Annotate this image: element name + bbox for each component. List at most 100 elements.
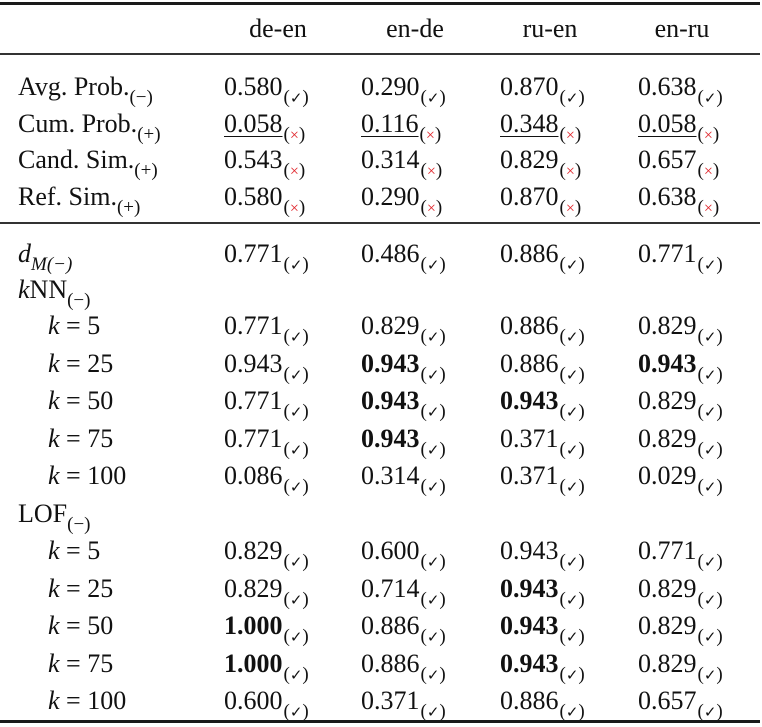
value-cell-de-en: 0.058(×) bbox=[224, 105, 305, 146]
check-glyph-icon: ✓ bbox=[703, 555, 717, 571]
score-value: 0.714 bbox=[361, 574, 420, 603]
k-parameter-label: k = 75 bbox=[48, 420, 113, 457]
check-mark-icon: (✓) bbox=[559, 664, 585, 685]
value-cell-en-de: 0.943(✓) bbox=[361, 382, 446, 424]
score-value: 0.348 bbox=[500, 109, 559, 138]
score-value: 0.290 bbox=[361, 72, 420, 101]
check-mark-icon: (✓) bbox=[697, 476, 723, 497]
check-mark-icon: (✓) bbox=[559, 551, 585, 572]
score-value: 0.886 bbox=[500, 239, 559, 268]
check-glyph-icon: ✓ bbox=[289, 480, 303, 496]
check-glyph-icon: ✓ bbox=[426, 91, 440, 107]
cross-glyph-icon: × bbox=[565, 163, 575, 180]
k-value: = 100 bbox=[59, 461, 127, 490]
group-label-knn: kNN(−) bbox=[18, 271, 90, 311]
score-value: 0.771 bbox=[224, 386, 283, 415]
score-value: 0.638 bbox=[638, 182, 697, 211]
check-mark-icon: (✓) bbox=[697, 364, 723, 385]
column-header-ru-en: ru-en bbox=[522, 14, 578, 43]
score-value: 0.943 bbox=[361, 386, 420, 415]
check-glyph-icon: ✓ bbox=[426, 330, 440, 346]
check-glyph-icon: ✓ bbox=[289, 555, 303, 571]
score-value: 0.829 bbox=[638, 311, 697, 340]
check-glyph-icon: ✓ bbox=[703, 593, 717, 609]
value-cell-de-en: 0.580(✓) bbox=[224, 68, 309, 110]
check-glyph-icon: ✓ bbox=[565, 705, 579, 721]
value-cell-de-en: 0.771(✓) bbox=[224, 235, 309, 277]
check-mark-icon: (✓) bbox=[420, 364, 446, 385]
check-mark-icon: (✓) bbox=[420, 701, 446, 722]
group-label-lof: LOF(−) bbox=[18, 495, 91, 535]
check-glyph-icon: ✓ bbox=[426, 668, 440, 684]
k-symbol: k bbox=[48, 349, 60, 378]
k-value: = 50 bbox=[59, 386, 114, 415]
check-glyph-icon: ✓ bbox=[426, 405, 440, 421]
k-value: = 100 bbox=[59, 686, 127, 715]
cross-glyph-icon: × bbox=[426, 163, 436, 180]
top-rule bbox=[0, 2, 760, 5]
check-mark-icon: (✓) bbox=[697, 664, 723, 685]
k-symbol: k bbox=[48, 386, 60, 415]
value-cell-ru-en: 0.348(×) bbox=[500, 105, 581, 146]
direction-subscript: (−) bbox=[129, 87, 153, 108]
value-cell-de-en: 0.771(✓) bbox=[224, 307, 309, 349]
score-value: 0.870 bbox=[500, 182, 559, 211]
value-cell-ru-en: 0.886(✓) bbox=[500, 235, 585, 277]
value-cell-en-de: 0.714(✓) bbox=[361, 570, 446, 612]
check-mark-icon: (✓) bbox=[420, 87, 446, 108]
k-value: = 25 bbox=[59, 574, 114, 603]
check-glyph-icon: ✓ bbox=[289, 668, 303, 684]
value-cell-de-en: 0.829(✓) bbox=[224, 532, 309, 574]
check-glyph-icon: ✓ bbox=[289, 443, 303, 459]
check-glyph-icon: ✓ bbox=[703, 258, 717, 274]
check-glyph-icon: ✓ bbox=[426, 258, 440, 274]
score-value: 0.943 bbox=[500, 611, 559, 640]
lof-row: k = 25 0.829(✓) 0.714(✓) 0.943(✓) 0.829(✓) bbox=[0, 570, 762, 610]
check-glyph-icon: ✓ bbox=[426, 593, 440, 609]
lof-group-header: LOF(−) bbox=[0, 495, 762, 535]
lof-row: k = 75 1.000(✓) 0.886(✓) 0.943(✓) 0.829(✓) bbox=[0, 645, 762, 685]
check-glyph-icon: ✓ bbox=[289, 330, 303, 346]
score-value: 1.000 bbox=[224, 611, 283, 640]
check-glyph-icon: ✓ bbox=[703, 368, 717, 384]
check-glyph-icon: ✓ bbox=[703, 443, 717, 459]
check-mark-icon: (✓) bbox=[697, 401, 723, 422]
score-value: 0.290 bbox=[361, 182, 420, 211]
value-cell-en-de: 0.943(✓) bbox=[361, 420, 446, 462]
value-cell-en-de: 0.290(×) bbox=[361, 178, 442, 219]
check-glyph-icon: ✓ bbox=[703, 480, 717, 496]
value-cell-en-ru: 0.657(×) bbox=[638, 141, 719, 182]
check-glyph-icon: ✓ bbox=[426, 705, 440, 721]
check-mark-icon: (✓) bbox=[420, 401, 446, 422]
check-mark-icon: (✓) bbox=[420, 589, 446, 610]
check-mark-icon: (✓) bbox=[283, 254, 309, 275]
cross-mark-icon: (×) bbox=[559, 160, 582, 181]
score-value: 0.638 bbox=[638, 72, 697, 101]
score-value: 0.058 bbox=[224, 109, 283, 138]
score-value: 0.943 bbox=[500, 536, 559, 565]
value-cell-de-en: 0.580(×) bbox=[224, 178, 305, 219]
column-header-de-en: de-en bbox=[249, 14, 307, 43]
cross-mark-icon: (×) bbox=[283, 197, 306, 218]
check-mark-icon: (✓) bbox=[697, 439, 723, 460]
lof-row: k = 100 0.600(✓) 0.371(✓) 0.886(✓) 0.657(✓) bbox=[0, 682, 762, 722]
score-value: 0.580 bbox=[224, 182, 283, 211]
check-mark-icon: (✓) bbox=[559, 326, 585, 347]
check-glyph-icon: ✓ bbox=[289, 405, 303, 421]
k-symbol: k bbox=[48, 574, 60, 603]
score-value: 0.058 bbox=[638, 109, 697, 138]
mid-rule bbox=[0, 222, 760, 224]
check-glyph-icon: ✓ bbox=[565, 668, 579, 684]
column-header-en-de: en-de bbox=[386, 14, 444, 43]
check-glyph-icon: ✓ bbox=[703, 330, 717, 346]
score-value: 0.943 bbox=[500, 386, 559, 415]
lof-row: k = 50 1.000(✓) 0.886(✓) 0.943(✓) 0.829(✓) bbox=[0, 607, 762, 647]
value-cell-de-en: 0.086(✓) bbox=[224, 457, 309, 499]
score-value: 0.580 bbox=[224, 72, 283, 101]
check-mark-icon: (✓) bbox=[697, 326, 723, 347]
check-mark-icon: (✓) bbox=[420, 254, 446, 275]
cross-glyph-icon: × bbox=[289, 127, 299, 144]
score-value: 0.771 bbox=[638, 239, 697, 268]
value-cell-ru-en: 0.886(✓) bbox=[500, 345, 585, 387]
row-label: Ref. Sim.(+) bbox=[18, 178, 140, 218]
